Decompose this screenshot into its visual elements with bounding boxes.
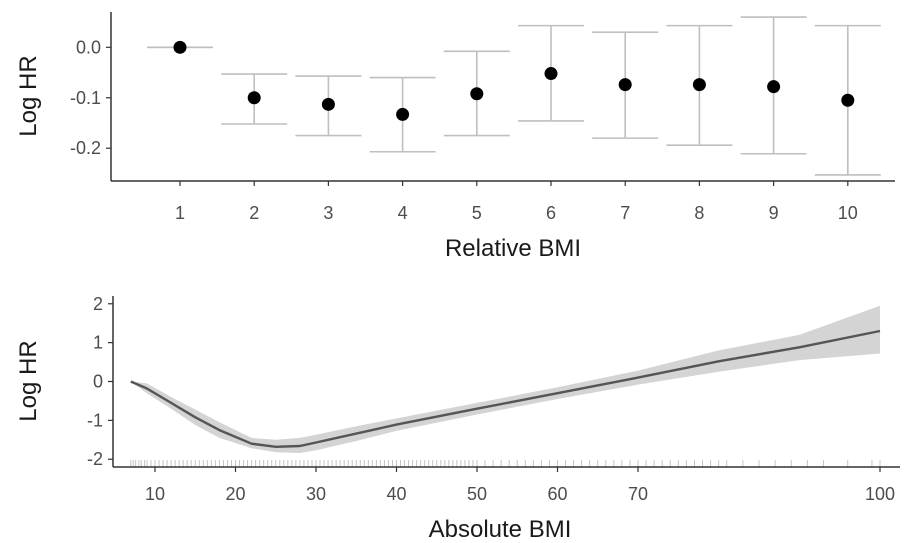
relative-bmi-panel: 0.0 -0.1 -0.2 1 2 3 4 5 6 7 8 9 10 Relative BMI Log … [15, 12, 895, 262]
top-axis-ticks: 0.0 -0.1 -0.2 1 2 3 4 5 6 7 8 9 10 [70, 37, 858, 223]
x-tick-label: 8 [694, 203, 704, 223]
data-point [470, 87, 484, 101]
x-tick-label: 7 [620, 203, 630, 223]
data-point [618, 78, 632, 92]
y-tick-label: -2 [87, 449, 103, 469]
x-tick-label: 9 [769, 203, 779, 223]
x-tick-label: 100 [865, 484, 895, 504]
bottom-axis-ticks: 210-1-210 20 30 40 50 60 70 100 [87, 294, 895, 504]
rug-marks [130, 460, 881, 467]
y-tick-label: 1 [93, 333, 103, 353]
x-tick-label: 6 [546, 203, 556, 223]
x-tick-label: 70 [628, 484, 648, 504]
y-tick-label: 2 [93, 294, 103, 314]
x-tick-label: 4 [398, 203, 408, 223]
y-tick-label: -0.1 [70, 88, 101, 108]
x-tick-label: 10 [145, 484, 165, 504]
top-y-axis-title: Log HR [15, 55, 42, 136]
absolute-bmi-panel: 210-1-210 20 30 40 50 60 70 100 Absolute BMI Lo… [15, 294, 900, 543]
x-tick-label: 10 [838, 203, 858, 223]
data-point [544, 67, 558, 81]
data-point [396, 107, 410, 121]
data-point [247, 91, 261, 105]
top-x-axis-title: Relative BMI [445, 235, 581, 262]
y-tick-label: 0 [93, 372, 103, 392]
x-tick-label: 40 [386, 484, 406, 504]
y-tick-label: -1 [87, 410, 103, 430]
top-points [173, 40, 855, 121]
bottom-x-axis-title: Absolute BMI [429, 516, 572, 543]
confidence-band [130, 305, 881, 453]
x-tick-label: 3 [323, 203, 333, 223]
x-tick-label: 60 [547, 484, 567, 504]
log-hr-curve [130, 329, 881, 448]
x-tick-label: 1 [175, 203, 185, 223]
x-tick-label: 50 [467, 484, 487, 504]
data-point [692, 78, 706, 92]
x-tick-label: 2 [249, 203, 259, 223]
y-tick-label: 0.0 [76, 37, 101, 57]
bottom-y-axis-title: Log HR [15, 340, 42, 421]
data-point [173, 40, 187, 54]
x-tick-label: 20 [225, 484, 245, 504]
x-tick-label: 30 [306, 484, 326, 504]
x-tick-label: 5 [472, 203, 482, 223]
data-point [767, 80, 781, 94]
data-point [321, 97, 335, 111]
y-tick-label: -0.2 [70, 138, 101, 158]
data-point [841, 93, 855, 107]
